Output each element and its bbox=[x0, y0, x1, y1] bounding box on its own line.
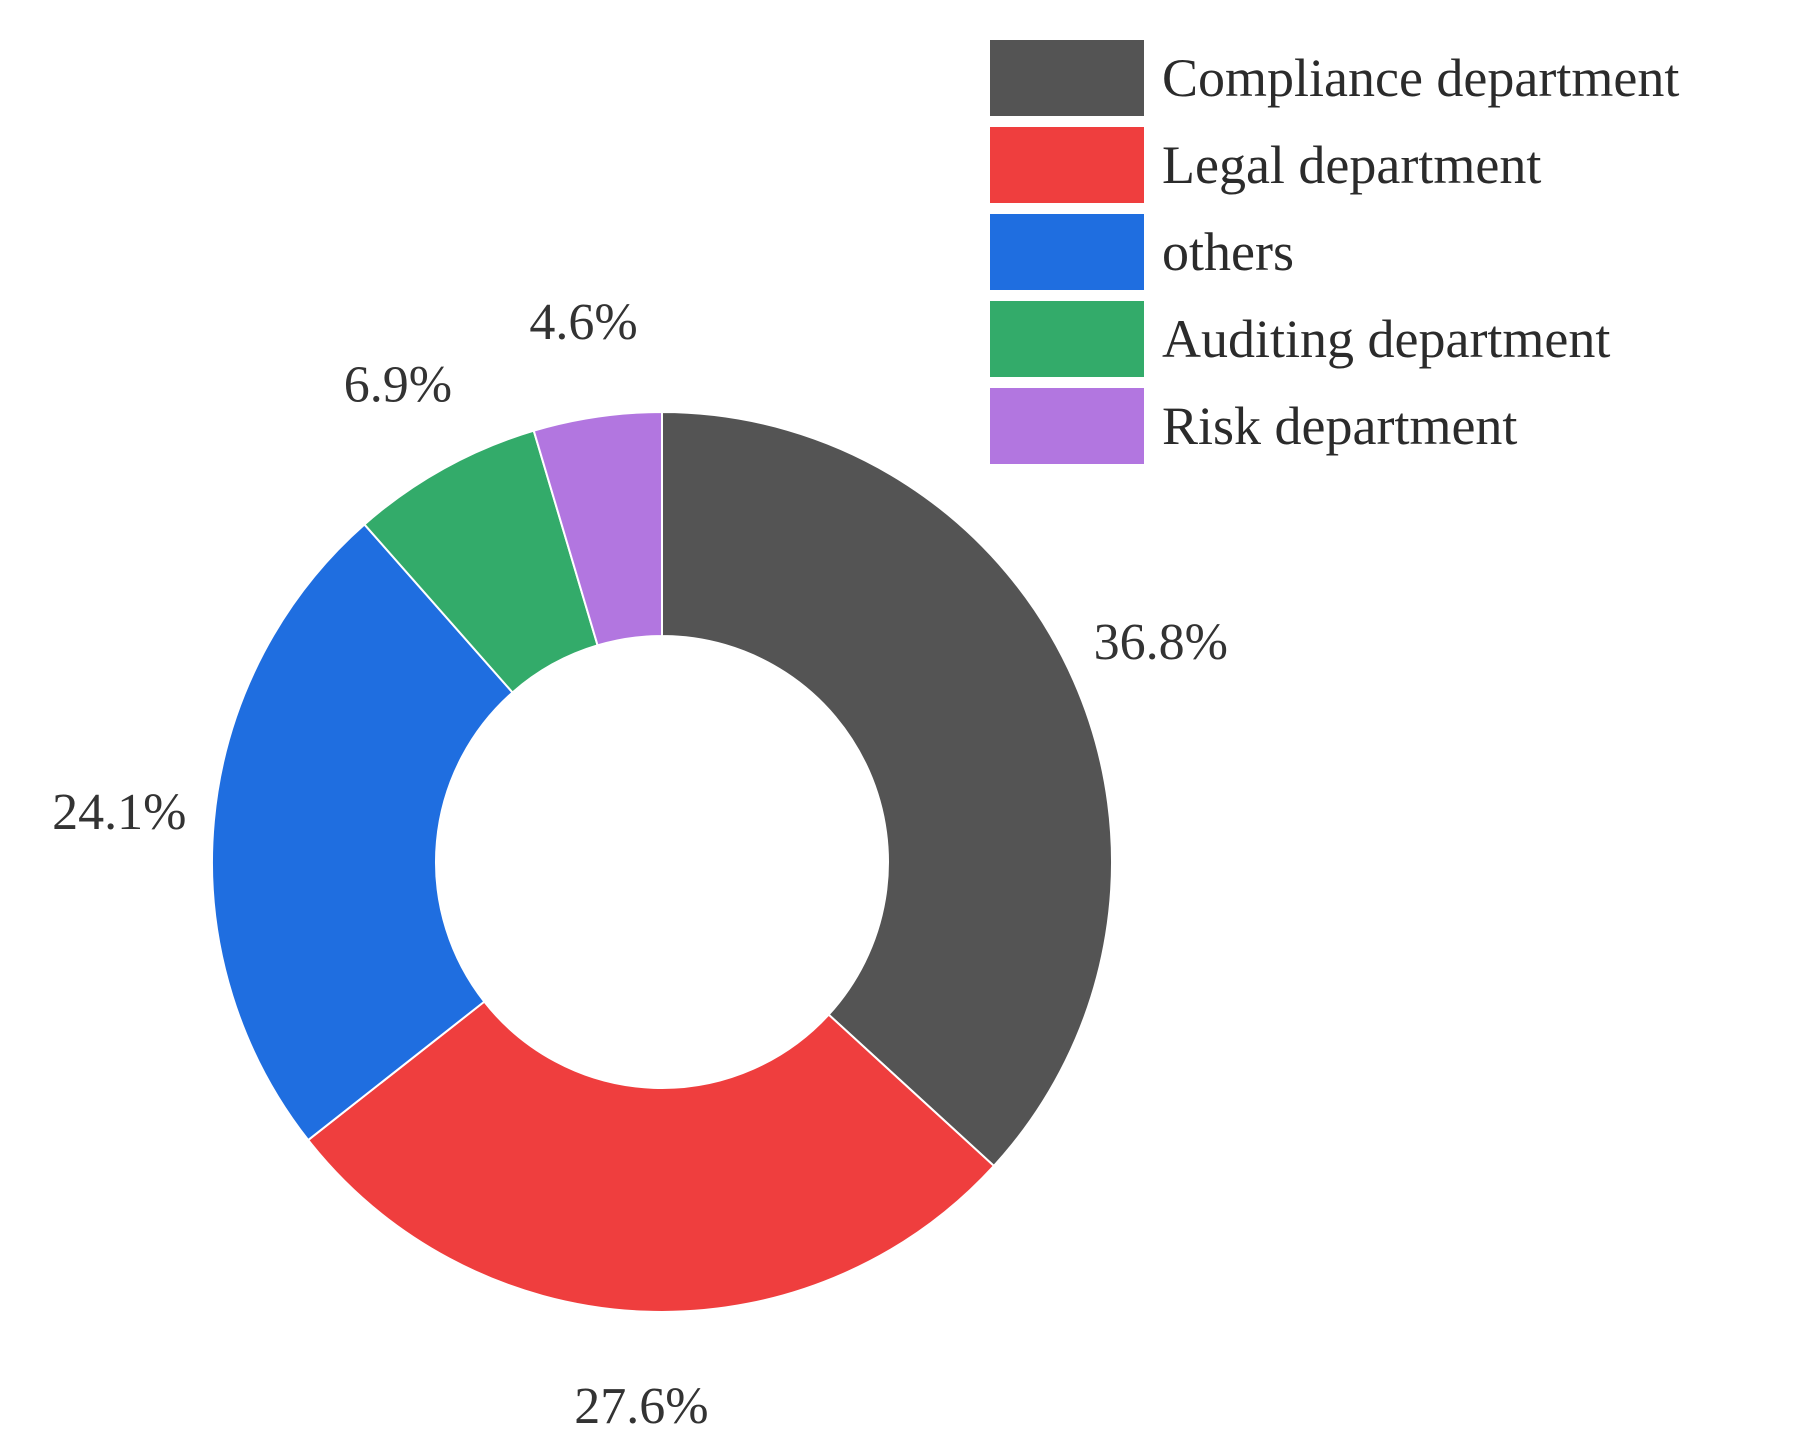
legend-swatch-compliance bbox=[990, 39, 1144, 116]
legend-item-legal: Legal department bbox=[990, 121, 1790, 208]
legend-label-auditing: Auditing department bbox=[1162, 308, 1611, 369]
slice-label-legal: 27.6% bbox=[574, 1378, 708, 1435]
donut-slices bbox=[211, 410, 1113, 1313]
legend-swatch-others bbox=[990, 213, 1144, 290]
legend-swatch-risk bbox=[990, 387, 1144, 464]
legend-label-compliance: Compliance department bbox=[1162, 47, 1680, 108]
slice-legal bbox=[306, 1000, 996, 1313]
legend-label-legal: Legal department bbox=[1162, 134, 1542, 195]
slice-label-auditing: 6.9% bbox=[344, 357, 452, 414]
slice-label-others: 24.1% bbox=[52, 784, 186, 841]
legend-swatch-auditing bbox=[990, 300, 1144, 377]
slice-risk bbox=[532, 410, 663, 647]
slice-others bbox=[211, 523, 514, 1142]
legend-label-risk: Risk department bbox=[1162, 395, 1518, 456]
slice-labels: 36.8% 27.6% 24.1% 6.9% 4.6% bbox=[52, 294, 1228, 1435]
legend-item-risk: Risk department bbox=[990, 382, 1790, 469]
slice-label-compliance: 36.8% bbox=[1094, 614, 1228, 671]
slice-label-risk: 4.6% bbox=[529, 294, 637, 351]
legend: Compliance department Legal department o… bbox=[990, 34, 1790, 469]
slice-compliance bbox=[661, 410, 1113, 1168]
legend-label-others: others bbox=[1162, 221, 1294, 282]
legend-item-compliance: Compliance department bbox=[990, 34, 1790, 121]
legend-item-others: others bbox=[990, 208, 1790, 295]
legend-swatch-legal bbox=[990, 126, 1144, 203]
legend-item-auditing: Auditing department bbox=[990, 295, 1790, 382]
